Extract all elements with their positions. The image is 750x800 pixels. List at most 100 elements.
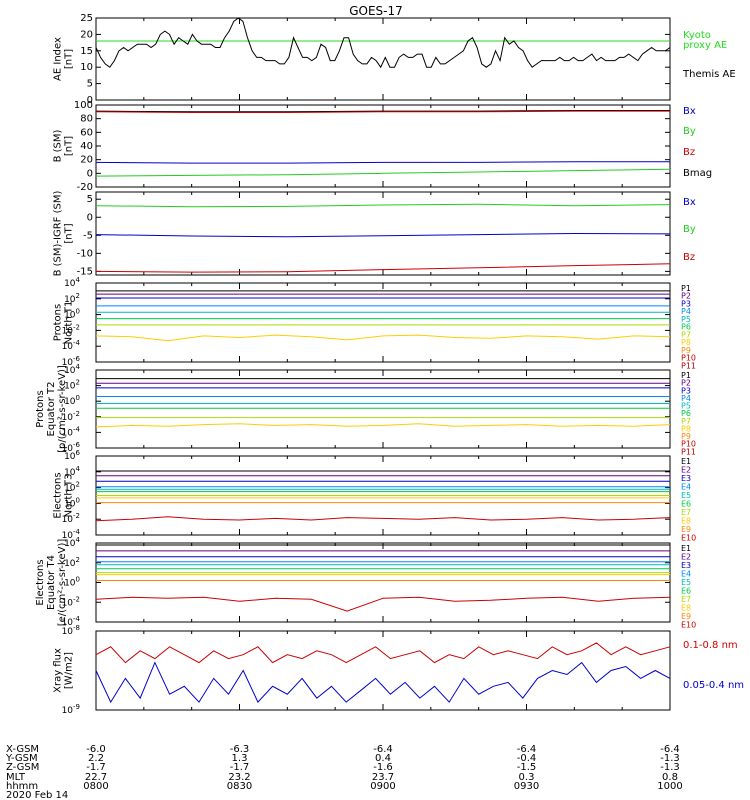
legend-entry: E9 [681, 525, 691, 534]
y-tick-label-exponent: -2 [73, 595, 80, 603]
footer-value: -1.7 [86, 762, 106, 773]
legend-entry: E5 [681, 491, 691, 500]
footer-value: -6.0 [86, 744, 106, 755]
y-axis-label: Protons [53, 304, 64, 341]
figure-title: GOES-17 [349, 4, 403, 18]
y-axis-label: Electrons [35, 559, 46, 605]
y-tick-label-exponent: 2 [76, 556, 80, 564]
legend-entry: Kyoto [683, 30, 711, 41]
legend-entry: P5 [681, 315, 691, 324]
y-tick-label: 100 [64, 394, 80, 407]
y-tick-label: 10-4 [62, 425, 81, 438]
legend-entry: P11 [681, 361, 696, 370]
legend-entry: E10 [681, 534, 696, 543]
y-tick-label-base: 10 [64, 279, 76, 289]
y-tick-label: 100 [64, 576, 80, 589]
legend-entry: E3 [681, 474, 691, 483]
series-themis-ae [95, 17, 671, 69]
legend-entry: P10 [681, 440, 696, 449]
y-axis-label: Electrons [53, 472, 64, 518]
panel-frame [95, 542, 671, 623]
y-tick-label-exponent: 6 [76, 449, 81, 457]
y-tick-label: 10-2 [62, 595, 80, 608]
legend-entry: P1 [681, 371, 691, 380]
y-tick-label-base: 10 [64, 468, 76, 478]
legend-entry: P2 [681, 379, 691, 388]
series-e10 [95, 596, 671, 612]
y-tick-label-base: 10 [62, 428, 74, 438]
panel-frame [95, 282, 671, 363]
series-0-1-0-8-nm [95, 642, 671, 664]
series-bmag [95, 110, 670, 113]
y-tick-label: 10-2 [62, 323, 80, 336]
legend-entry: 0.05-0.4 nm [683, 680, 744, 691]
legend-entry: By [683, 224, 696, 235]
y-axis-label: [e/(cm²-s-sr-keV)] [57, 539, 68, 627]
legend-entry: E8 [681, 517, 691, 526]
y-tick-label-exponent: 4 [76, 276, 81, 284]
y-tick-label: 15 [80, 46, 93, 57]
legend-entry: Bz [683, 147, 695, 158]
footer-value: 0930 [514, 781, 539, 792]
y-tick-label-exponent: 2 [76, 481, 80, 489]
y-tick-label: 102 [64, 481, 80, 494]
y-tick-label-exponent: 4 [76, 536, 81, 544]
y-tick-label: 104 [64, 465, 80, 478]
legend-entry: P8 [681, 424, 691, 433]
y-tick-label: 10-6 [62, 355, 81, 368]
legend-entry: P4 [681, 394, 691, 403]
y-tick-label-base: 10 [64, 452, 76, 462]
series-bx [95, 232, 671, 238]
y-tick-label-exponent: 0 [76, 576, 80, 584]
y-tick-label-exponent: 4 [76, 363, 81, 371]
footer-value: 0.3 [519, 772, 535, 783]
y-tick-label: 0 [87, 95, 93, 106]
y-tick-label-base: 10 [64, 382, 76, 392]
legend-entry: P3 [681, 386, 691, 395]
legend-entry: E7 [681, 508, 691, 517]
y-axis-label: Xray flux [53, 648, 64, 693]
y-axis-label: [nT] [64, 223, 75, 243]
legend-entry: E8 [681, 604, 691, 613]
y-tick-label: 102 [64, 292, 80, 305]
y-tick-label: 10-6 [62, 441, 81, 454]
legend-entry: E3 [681, 561, 691, 570]
panel-frame [95, 104, 671, 188]
y-tick-label: -15 [77, 266, 93, 277]
legend-entry: P6 [681, 323, 691, 332]
footer-value: 0.4 [375, 753, 391, 764]
footer-value: -0.4 [517, 753, 537, 764]
y-tick-label-base: 10 [64, 539, 76, 549]
series-by [95, 203, 671, 208]
panel-frame [95, 369, 671, 449]
legend-entry: P3 [681, 299, 691, 308]
y-tick-label-exponent: -6 [73, 355, 81, 363]
y-tick-label-exponent: -2 [73, 410, 80, 418]
footer-value: -6.3 [230, 744, 250, 755]
y-axis-label: Equator T4 [46, 555, 57, 610]
footer-value: -1.3 [660, 753, 680, 764]
footer-row-label: MLT [6, 772, 26, 783]
y-tick-label: 80 [80, 114, 93, 125]
y-axis-label: North T3 [64, 474, 75, 518]
panel-2: -20 0 20 40 60 80 100 B (SM) [nT] Bx By Bz Bmag [53, 100, 713, 193]
y-tick-label: 10-2 [62, 512, 80, 525]
series-bx [95, 161, 670, 164]
y-tick-label-base: 10 [64, 311, 76, 321]
footer-value: 1.3 [232, 753, 248, 764]
y-tick-label: 100 [64, 308, 80, 321]
legend-entry: E5 [681, 578, 691, 587]
footer-row-label: X-GSM [6, 744, 39, 755]
legend-entry: E4 [681, 483, 691, 492]
y-tick-label-base: 10 [64, 397, 76, 407]
y-tick-label: 20 [80, 29, 93, 40]
y-tick-label-exponent: -4 [73, 615, 81, 623]
y-tick-label: 10-4 [62, 339, 81, 352]
legend-entry: P9 [681, 432, 691, 441]
y-tick-label-exponent: -2 [73, 512, 80, 520]
y-axis-label: AE Index [53, 37, 64, 81]
y-tick-label-base: 10 [62, 706, 74, 716]
